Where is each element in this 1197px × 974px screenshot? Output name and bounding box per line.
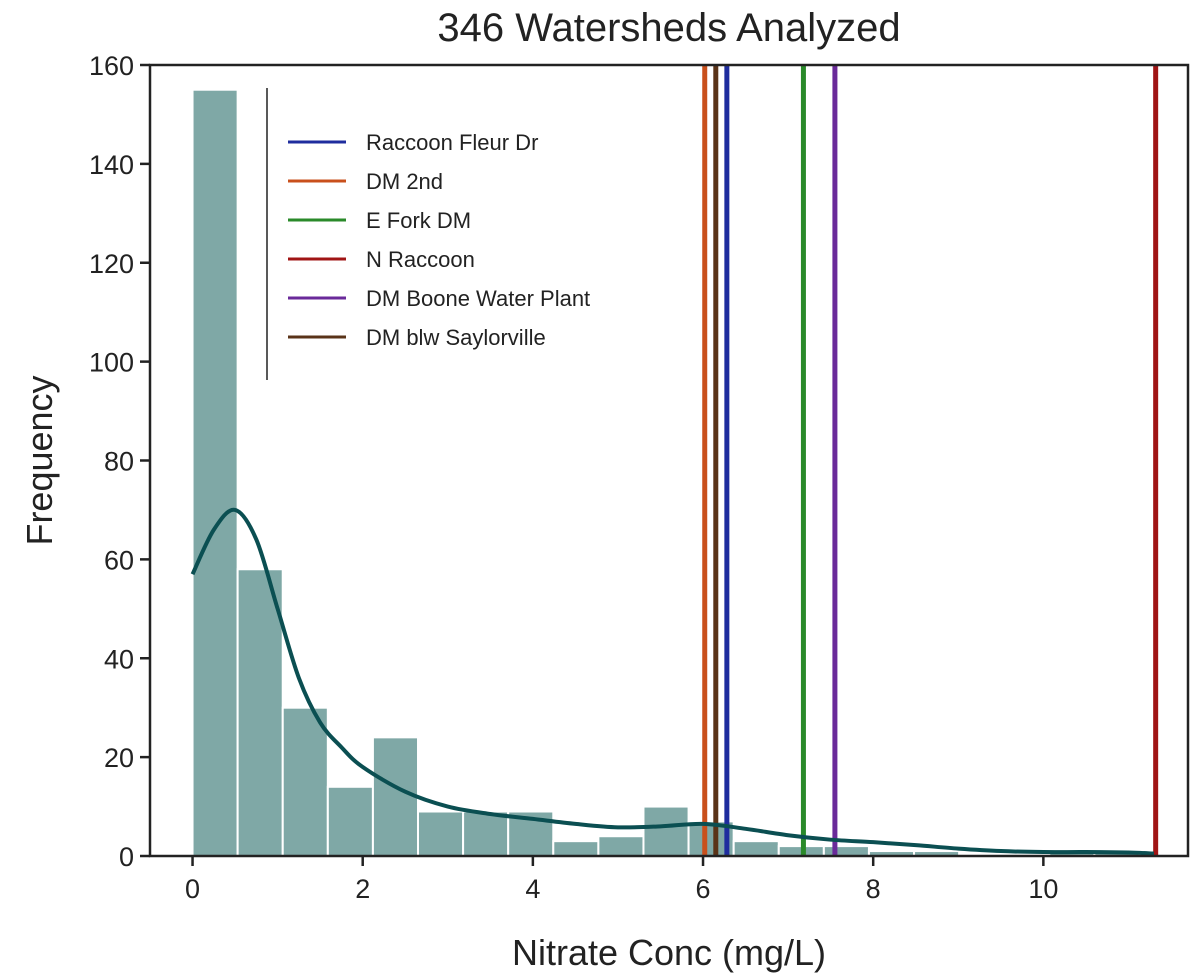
histogram-bar-5 [417, 810, 465, 857]
y-tick-label-3: 60 [104, 545, 134, 575]
histogram-bar-4 [371, 736, 420, 857]
histogram-bar-3 [326, 785, 374, 857]
chart-title: 346 Watersheds Analyzed [437, 6, 901, 50]
legend-label-1: DM 2nd [366, 169, 443, 194]
x-tick-label-5: 10 [1028, 874, 1058, 904]
legend-label-2: E Fork DM [366, 208, 471, 233]
vlines-layer [702, 65, 1159, 856]
y-tick-label-2: 40 [104, 644, 134, 674]
histogram-bar-1 [236, 568, 284, 857]
histogram-bar-2 [281, 706, 329, 857]
kde-layer [190, 507, 1155, 856]
histogram-bar-9 [597, 835, 645, 857]
y-tick-label-6: 120 [89, 249, 134, 279]
y-tick-label-4: 80 [104, 447, 134, 477]
x-tick-label-0: 0 [185, 874, 200, 904]
y-tick-label-5: 100 [89, 348, 134, 378]
histogram-bar-10 [642, 805, 690, 857]
legend: Raccoon Fleur Dr DM 2nd E Fork DM N Raccoon… [266, 88, 590, 380]
y-tick-label-0: 0 [119, 842, 134, 872]
x-tick-label-3: 6 [696, 874, 711, 904]
x-tick-label-2: 4 [525, 874, 540, 904]
histogram-bar-8 [552, 840, 600, 858]
legend-label-3: N Raccoon [366, 247, 475, 272]
legend-label-5: DM blw Saylorville [366, 325, 546, 350]
y-tick-label-1: 20 [104, 743, 134, 773]
kde-curve [190, 507, 1155, 856]
y-tick-label-7: 140 [89, 150, 134, 180]
y-axis-label: Frequency [19, 375, 60, 545]
x-tick-label-1: 2 [355, 874, 370, 904]
histogram-bar-6 [462, 810, 510, 857]
bars-layer [191, 88, 1141, 858]
x-axis-label: Nitrate Conc (mg/L) [512, 932, 826, 973]
y-tick-label-8: 160 [89, 51, 134, 81]
histogram-bar-12 [732, 840, 780, 858]
x-tick-label-4: 8 [866, 874, 881, 904]
legend-label-4: DM Boone Water Plant [366, 286, 590, 311]
histogram-bar-0 [191, 88, 239, 857]
legend-label-0: Raccoon Fleur Dr [366, 130, 538, 155]
histogram-bar-14 [822, 845, 870, 857]
